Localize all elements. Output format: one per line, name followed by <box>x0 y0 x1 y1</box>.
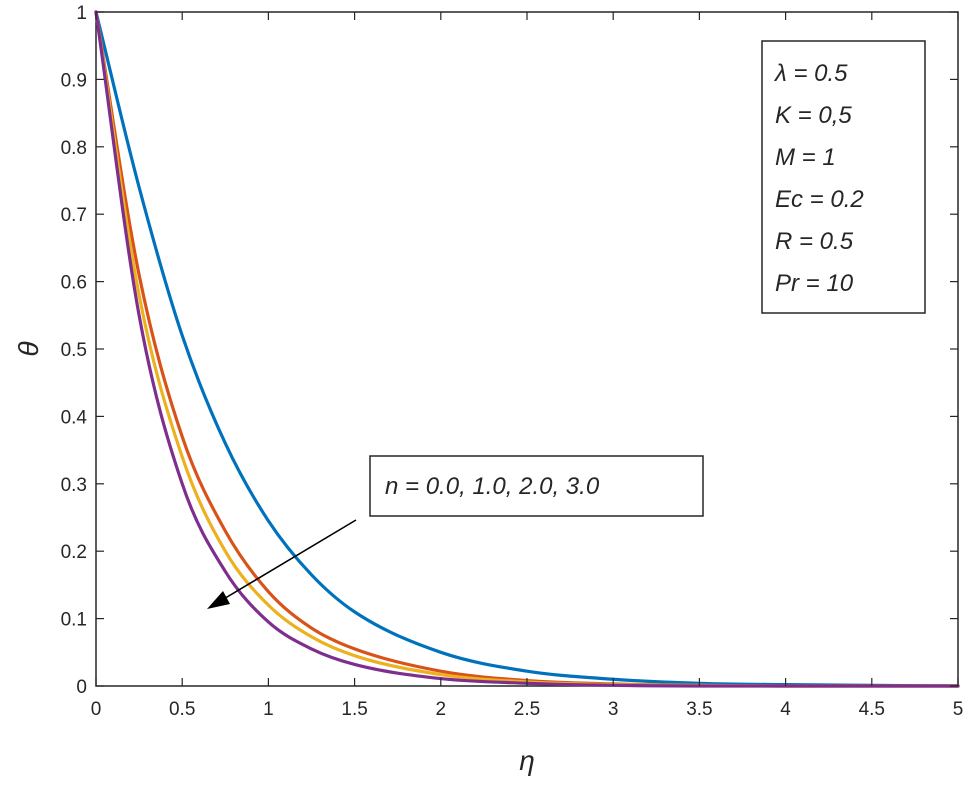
x-axis-label: η <box>519 745 535 776</box>
y-tick-label: 0.4 <box>61 407 88 428</box>
x-tick-label: 1 <box>263 699 274 720</box>
x-tick-label: 0.5 <box>169 699 195 720</box>
series-layer <box>94 10 960 688</box>
parameters-box: λ = 0.5 K = 0,5 M = 1 Ec = 0.2 R = 0.5 P… <box>761 40 926 314</box>
param-ec: Ec = 0.2 <box>775 186 864 213</box>
x-axis-ticks: 0 0.5 1 1.5 2 2.5 3 3.5 4 4.5 5 <box>91 12 964 720</box>
y-tick-label: 0.6 <box>61 273 87 294</box>
param-lambda: λ = 0.5 <box>773 60 848 87</box>
y-tick-label: 0 <box>76 677 87 698</box>
y-tick-label: 0.8 <box>61 138 87 159</box>
y-axis-ticks: 0 0.1 0.2 0.3 0.4 0.5 0.6 0.7 0.8 0.9 1 <box>61 3 958 698</box>
series-line-3 <box>94 10 960 688</box>
annotation-arrow <box>207 519 357 609</box>
x-tick-label: 3.5 <box>686 699 712 720</box>
annotation-box: n = 0.0, 1.0, 2.0, 3.0 <box>369 455 704 517</box>
y-tick-label: 0.3 <box>61 475 87 496</box>
y-tick-label: 0.2 <box>61 542 87 563</box>
x-tick-label: 2.5 <box>514 699 540 720</box>
annotation-box-frame <box>369 455 704 517</box>
x-tick-label: 3 <box>608 699 619 720</box>
param-pr: Pr = 10 <box>775 270 854 297</box>
y-tick-label: 0.7 <box>61 205 87 226</box>
arrow-shaft <box>221 519 357 601</box>
y-tick-label: 0.9 <box>61 70 87 91</box>
x-tick-label: 4 <box>780 699 791 720</box>
arrow-head <box>207 591 230 609</box>
parameters-box-frame <box>761 40 926 314</box>
x-tick-label: 5 <box>953 699 964 720</box>
x-tick-label: 2 <box>436 699 447 720</box>
annotation-text: n = 0.0, 1.0, 2.0, 3.0 <box>385 473 600 500</box>
y-tick-label: 0.5 <box>61 340 87 361</box>
y-axis-label: θ <box>13 341 44 356</box>
param-r: R = 0.5 <box>775 228 854 255</box>
y-tick-label: 0.1 <box>61 610 87 631</box>
x-tick-label: 0 <box>91 699 102 720</box>
x-tick-label: 4.5 <box>859 699 885 720</box>
y-tick-label: 1 <box>76 3 87 24</box>
x-tick-label: 1.5 <box>341 699 367 720</box>
param-k: K = 0,5 <box>775 102 852 129</box>
param-m: M = 1 <box>775 144 836 171</box>
